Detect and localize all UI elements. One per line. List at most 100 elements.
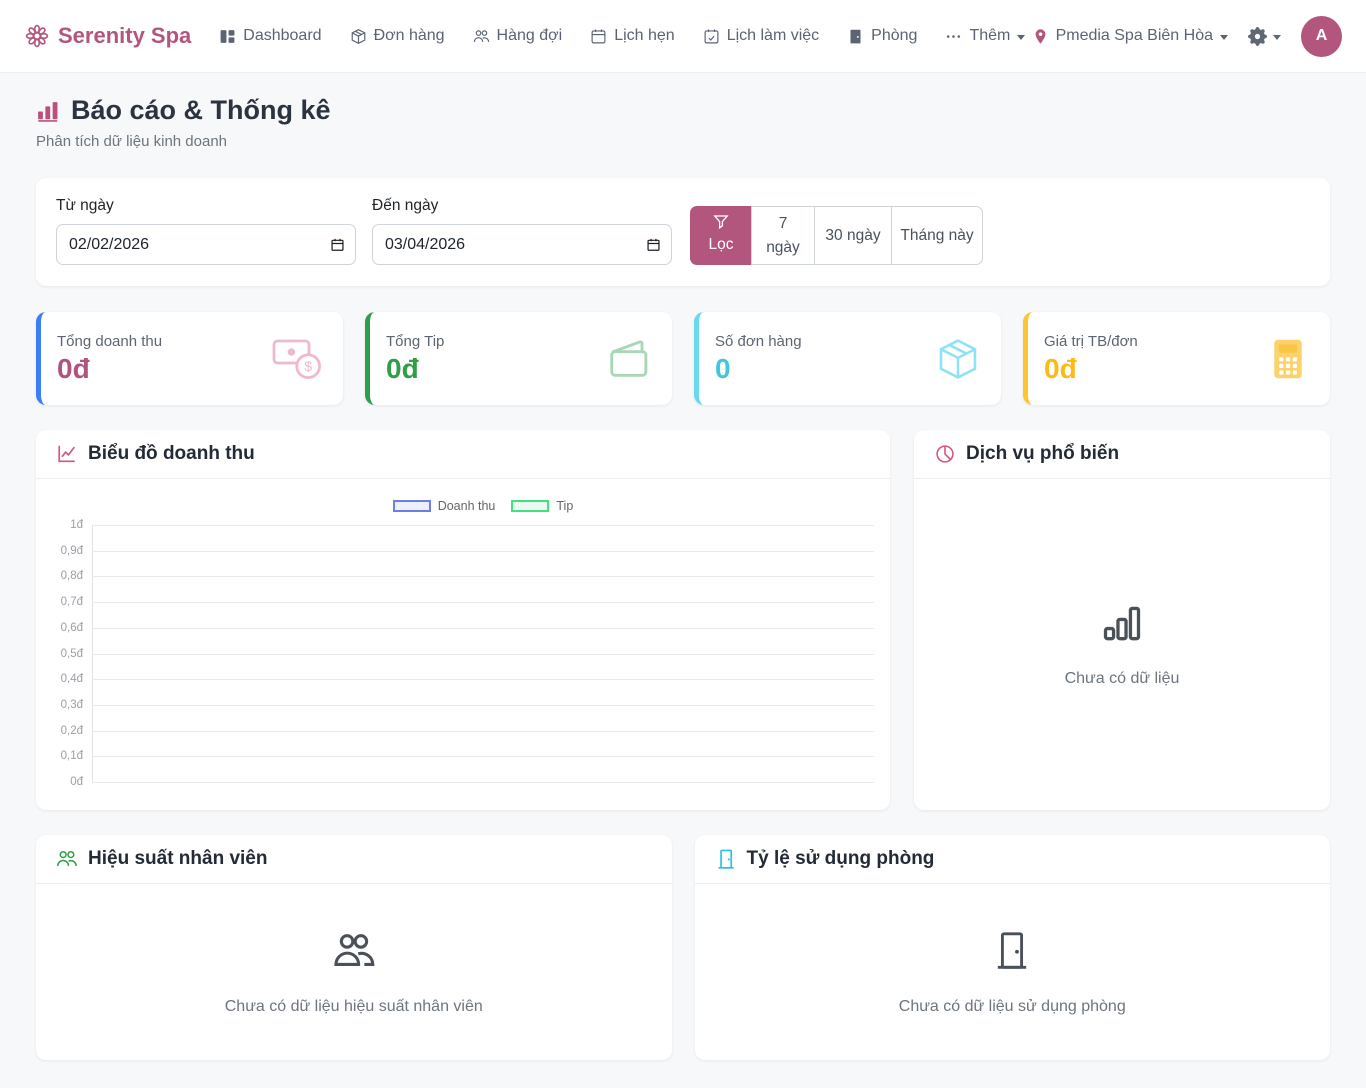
door-icon	[715, 848, 737, 870]
chevron-down-icon	[1017, 34, 1026, 40]
revenue-chart-header: Biểu đồ doanh thu	[36, 430, 890, 479]
y-tick-label: 0,5đ	[60, 647, 83, 660]
legend-item[interactable]: Doanh thu	[392, 499, 496, 513]
empty-text: Chưa có dữ liệu sử dụng phòng	[898, 998, 1126, 1015]
range-this-month-button[interactable]: Tháng này	[891, 206, 983, 265]
legend-item[interactable]: Tip	[511, 499, 573, 513]
stat-label: Số đơn hàng	[715, 332, 802, 350]
nav-label: Lịch làm việc	[726, 27, 820, 44]
nav-item-rooms[interactable]: Phòng	[847, 27, 917, 45]
people-icon	[56, 848, 78, 870]
page-header: Báo cáo & Thống kê Phân tích dữ liệu kin…	[36, 95, 1330, 150]
to-date-label: Đến ngày	[372, 197, 439, 214]
calculator-icon	[1266, 337, 1310, 381]
staff-performance-empty-state: Chưa có dữ liệu hiệu suất nhân viên	[36, 884, 672, 1060]
range-30-days-button[interactable]: 30 ngày	[814, 206, 892, 265]
stat-label: Tổng Tip	[386, 332, 445, 350]
room-usage-header: Tỷ lệ sử dụng phòng	[694, 835, 1330, 884]
filter-bar: Từ ngày Đến ngày	[36, 178, 1330, 286]
brand-name: Serenity Spa	[58, 23, 192, 48]
nav-item-dashboard[interactable]: Dashboard	[219, 27, 322, 45]
people-icon	[473, 28, 490, 45]
nav-label: Phòng	[871, 27, 918, 44]
legend-label: Doanh thu	[437, 499, 496, 513]
calendar-picker-icon[interactable]	[646, 237, 661, 252]
brand-logo[interactable]: Serenity Spa	[24, 23, 191, 49]
from-date-label: Từ ngày	[56, 197, 114, 214]
from-date-input[interactable]	[56, 224, 356, 265]
filter-button[interactable]: Lọc	[690, 206, 752, 265]
y-tick-label: 0,4đ	[60, 673, 83, 686]
chart-legend: Doanh thu Tip	[92, 499, 874, 513]
pin-icon	[1032, 28, 1049, 45]
legend-label: Tip	[556, 499, 574, 513]
gridline	[92, 679, 874, 681]
nav-item-more[interactable]: Thêm	[945, 27, 1026, 45]
stat-value: 0	[715, 352, 731, 384]
popular-services-header: Dịch vụ phổ biến	[914, 430, 1330, 479]
nav-item-queue[interactable]: Hàng đợi	[473, 27, 562, 45]
legend-swatch	[511, 500, 550, 512]
room-usage-panel: Tỷ lệ sử dụng phòng Chưa có dữ liệu sử d…	[694, 835, 1330, 1060]
calendar-picker-icon[interactable]	[330, 237, 345, 252]
panel-title: Tỷ lệ sử dụng phòng	[746, 848, 935, 869]
bars-outline-icon	[1100, 602, 1144, 646]
y-tick-label: 1đ	[70, 519, 83, 531]
stat-label: Giá trị TB/đơn	[1044, 332, 1138, 350]
calendar-check-icon	[703, 28, 720, 45]
page-subtitle: Phân tích dữ liệu kinh doanh	[36, 133, 228, 150]
to-date-field: Đến ngày	[372, 197, 672, 265]
door-icon	[847, 28, 864, 45]
gridline	[92, 782, 874, 783]
revenue-chart: Doanh thu Tip 1đ 0,9đ 0,8đ 0,7đ 0,6đ 0,5đ 0,4đ 0…	[36, 479, 890, 810]
gridline	[92, 704, 874, 706]
staff-performance-header: Hiệu suất nhân viên	[36, 835, 672, 884]
chart-plot: 1đ 0,9đ 0,8đ 0,7đ 0,6đ 0,5đ 0,4đ 0,3đ 0,2đ 0,1đ 0đ	[61, 519, 874, 788]
gridline	[92, 756, 874, 758]
y-tick-label: 0,1đ	[60, 750, 83, 763]
charts-row: Biểu đồ doanh thu Doanh thu Tip 1đ 0,9đ 0,8…	[36, 430, 1330, 810]
svg-text:$: $	[304, 358, 312, 374]
panel-title: Biểu đồ doanh thu	[88, 443, 255, 464]
stat-card-avg-order-value: Giá trị TB/đơn 0đ	[1023, 312, 1330, 405]
range-7-days-button[interactable]: 7 ngày	[751, 206, 815, 265]
nav-item-appointments[interactable]: Lịch hẹn	[590, 27, 675, 45]
location-selector[interactable]: Pmedia Spa Biên Hòa	[1032, 27, 1228, 45]
empty-text: Chưa có dữ liệu	[1064, 669, 1180, 687]
people-outline-icon	[331, 928, 377, 974]
dots-icon	[945, 28, 962, 45]
avatar[interactable]: A	[1301, 15, 1342, 57]
page-title: Báo cáo & Thống kê	[36, 95, 1330, 126]
package-icon	[350, 28, 367, 45]
nav-label: Dashboard	[243, 27, 322, 44]
popular-services-panel: Dịch vụ phổ biến Chưa có dữ liệu	[914, 430, 1330, 810]
gridline	[92, 627, 874, 629]
cash-icon: $	[271, 337, 323, 381]
stat-card-total-revenue: Tổng doanh thu 0đ $	[36, 312, 343, 405]
location-label: Pmedia Spa Biên Hòa	[1055, 27, 1213, 44]
y-tick-label: 0,6đ	[60, 621, 83, 634]
panel-title: Hiệu suất nhân viên	[88, 848, 268, 869]
bar-chart-icon	[36, 98, 61, 123]
stats-row: Tổng doanh thu 0đ $ Tổng Tip 0đ	[36, 312, 1330, 405]
stat-card-order-count: Số đơn hàng 0	[694, 312, 1001, 405]
door-outline-icon	[989, 928, 1035, 974]
stat-value: 0đ	[1044, 352, 1077, 384]
y-tick-label: 0đ	[70, 776, 83, 788]
gridline	[92, 653, 874, 655]
chevron-down-icon	[1273, 34, 1281, 40]
nav-item-schedule[interactable]: Lịch làm việc	[703, 27, 819, 45]
gridline	[92, 525, 874, 526]
nav-label: Lịch hẹn	[614, 27, 675, 44]
gridline	[92, 576, 874, 578]
revenue-chart-panel: Biểu đồ doanh thu Doanh thu Tip 1đ 0,9đ 0,8…	[36, 430, 890, 810]
nav-label: Đơn hàng	[373, 27, 445, 44]
y-tick-label: 0,3đ	[60, 698, 83, 711]
y-tick-label: 0,8đ	[60, 570, 83, 583]
settings-menu[interactable]	[1248, 26, 1281, 46]
from-date-field: Từ ngày	[56, 197, 356, 265]
to-date-input[interactable]	[372, 224, 672, 265]
nav-item-orders[interactable]: Đơn hàng	[350, 27, 445, 45]
staff-performance-panel: Hiệu suất nhân viên Chưa có dữ liệu hiệu…	[36, 835, 672, 1060]
wallet-icon	[606, 336, 652, 382]
